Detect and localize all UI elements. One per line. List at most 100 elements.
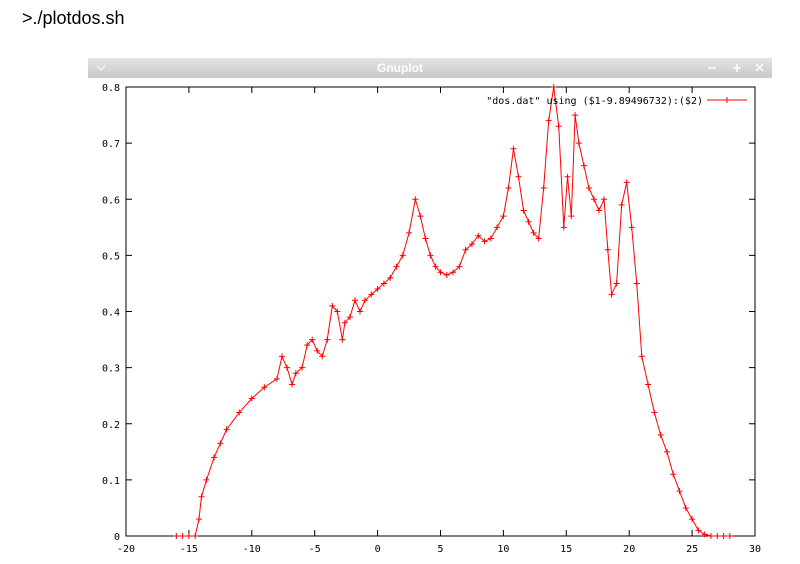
point-marker — [545, 117, 552, 124]
point-marker — [339, 336, 346, 343]
point-marker — [195, 516, 202, 523]
x-tick-label: 10 — [497, 544, 509, 555]
point-marker — [437, 269, 444, 276]
point-marker — [456, 263, 463, 270]
x-tick-label: 20 — [623, 544, 635, 555]
maximize-button[interactable] — [733, 64, 741, 72]
point-marker — [284, 364, 291, 371]
point-marker — [362, 297, 369, 304]
point-marker — [510, 145, 517, 152]
x-tick-label: 15 — [560, 544, 572, 555]
point-marker — [714, 533, 721, 539]
point-marker — [341, 319, 348, 326]
point-marker — [575, 140, 582, 147]
point-marker — [203, 476, 210, 483]
point-marker — [432, 263, 439, 270]
point-marker — [368, 291, 375, 298]
point-marker — [628, 224, 635, 231]
point-marker — [261, 384, 268, 391]
plot-frame — [125, 86, 756, 537]
point-marker — [450, 269, 457, 276]
x-tick-label: 30 — [749, 544, 761, 555]
point-marker — [351, 297, 358, 304]
point-marker — [292, 370, 299, 377]
point-marker — [618, 201, 625, 208]
close-button[interactable] — [755, 63, 764, 72]
point-marker — [422, 235, 429, 242]
point-marker — [192, 533, 199, 539]
x-tick-label: 0 — [375, 544, 381, 555]
point-marker — [309, 336, 316, 343]
point-marker — [185, 533, 192, 539]
point-marker — [406, 229, 413, 236]
point-marker — [520, 207, 527, 214]
point-marker — [707, 533, 714, 539]
point-marker — [468, 241, 475, 248]
point-marker — [387, 274, 394, 281]
point-marker — [217, 440, 224, 447]
point-marker — [720, 533, 727, 539]
title-bar — [88, 58, 772, 78]
point-marker — [525, 218, 532, 225]
point-marker — [613, 280, 620, 287]
point-marker — [374, 286, 381, 293]
point-marker — [346, 314, 353, 321]
point-marker — [515, 173, 522, 180]
point-marker — [663, 448, 670, 455]
point-marker — [462, 246, 469, 253]
point-marker — [670, 471, 677, 478]
point-marker — [540, 185, 547, 192]
point-marker — [645, 381, 652, 388]
point-marker — [236, 409, 243, 416]
point-marker — [481, 238, 488, 245]
x-tick-label: 5 — [437, 544, 443, 555]
menu-button[interactable] — [96, 65, 106, 71]
point-marker — [682, 504, 689, 511]
point-marker — [701, 531, 708, 538]
y-tick-label: 0.8 — [102, 83, 120, 94]
point-marker — [304, 342, 311, 349]
y-tick-label: 0.3 — [102, 364, 120, 375]
point-marker — [319, 353, 326, 360]
x-tick-label: -10 — [243, 544, 261, 555]
point-marker — [633, 280, 640, 287]
point-marker — [689, 516, 696, 523]
y-tick-label: 0 — [114, 532, 120, 543]
point-marker — [500, 213, 507, 220]
point-marker — [623, 179, 630, 186]
point-marker — [475, 232, 482, 239]
point-marker — [248, 395, 255, 402]
point-marker — [334, 308, 341, 315]
point-marker — [399, 252, 406, 259]
point-marker — [572, 112, 579, 119]
point-marker — [604, 246, 611, 253]
point-marker — [564, 173, 571, 180]
point-marker — [726, 533, 733, 539]
point-marker — [657, 431, 664, 438]
point-marker — [638, 353, 645, 360]
y-tick-label: 0.6 — [102, 195, 120, 206]
x-tick-label: -5 — [309, 544, 321, 555]
point-marker — [223, 426, 230, 433]
point-marker — [314, 347, 321, 354]
point-marker — [601, 196, 608, 203]
point-marker — [585, 185, 592, 192]
window-title: Gnuplot — [377, 61, 423, 75]
y-tick-label: 0.2 — [102, 420, 120, 431]
point-marker — [443, 272, 450, 279]
point-marker — [568, 213, 575, 220]
command-line: >./plotdos.sh — [22, 8, 125, 28]
x-tick-label: 25 — [686, 544, 698, 555]
point-marker — [179, 533, 186, 539]
legend-swatch-marker — [724, 97, 730, 103]
point-marker — [289, 381, 296, 388]
point-marker — [356, 308, 363, 315]
y-tick-label: 0.4 — [102, 308, 120, 319]
point-marker — [505, 185, 512, 192]
y-tick-label: 0.1 — [102, 476, 120, 487]
x-tick-label: -20 — [117, 544, 135, 555]
data-line — [176, 86, 730, 537]
point-marker — [695, 527, 702, 534]
